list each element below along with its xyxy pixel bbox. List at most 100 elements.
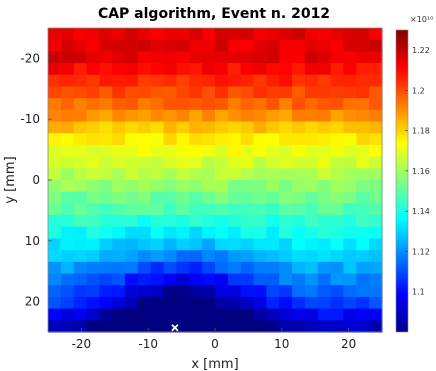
heatmap-cell — [240, 156, 255, 169]
heatmap-cell — [112, 168, 126, 181]
heatmap-cell — [176, 180, 190, 193]
heatmap-cell — [163, 133, 178, 146]
heatmap-cell — [279, 86, 293, 99]
heatmap-cell — [112, 86, 126, 99]
heatmap-cell — [125, 226, 139, 240]
heatmap-cell — [202, 109, 216, 123]
heatmap-cell — [292, 191, 306, 204]
heatmap-cell — [266, 285, 280, 298]
heatmap-cell — [163, 191, 178, 204]
heatmap-cell — [163, 308, 178, 321]
heatmap-cell — [279, 215, 293, 228]
heatmap-cell — [86, 250, 100, 263]
heatmap-cell — [253, 109, 267, 123]
heatmap-cell — [227, 121, 242, 134]
heatmap-cell — [253, 156, 267, 169]
heatmap-cell — [176, 144, 190, 158]
heatmap-cell — [48, 320, 62, 333]
heatmap-cell — [150, 168, 165, 181]
heatmap-cell — [279, 98, 293, 111]
heatmap-cell — [60, 180, 75, 193]
heatmap-cell — [266, 226, 280, 240]
heatmap-cell — [48, 215, 62, 228]
heatmap-cell — [343, 296, 357, 310]
heatmap-cell — [292, 63, 306, 76]
heatmap-cell — [189, 215, 203, 228]
heatmap-cell — [369, 308, 383, 321]
heatmap-cell — [48, 273, 62, 286]
heatmap-cell — [215, 320, 229, 333]
heatmap-cell — [163, 285, 178, 298]
heatmap-cell — [86, 180, 100, 193]
heatmap-cell — [369, 238, 383, 251]
heatmap-cell — [304, 51, 319, 64]
heatmap-cell — [48, 28, 62, 41]
heatmap-cell — [356, 320, 370, 333]
heatmap-cell — [240, 144, 255, 158]
heatmap-cell — [99, 144, 113, 158]
heatmap-cell — [202, 63, 216, 76]
heatmap-cell — [279, 133, 293, 146]
heatmap-cell — [86, 74, 100, 88]
heatmap-cell — [112, 285, 126, 298]
heatmap-cell — [150, 39, 165, 52]
heatmap-cell — [60, 296, 75, 310]
heatmap-cell — [202, 74, 216, 88]
heatmap-cell — [356, 238, 370, 251]
heatmap-cell — [202, 98, 216, 111]
heatmap-cell — [99, 250, 113, 263]
heatmap-cell — [137, 273, 152, 286]
heatmap-cell — [227, 133, 242, 146]
y-axis-ticks: -20 -10 0 10 20 — [20, 51, 52, 309]
heatmap-cell — [176, 250, 190, 263]
heatmap-cell — [240, 191, 255, 204]
heatmap-cell — [317, 28, 332, 41]
heatmap-cell — [60, 86, 75, 99]
heatmap-cell — [150, 296, 165, 310]
heatmap-cell — [99, 39, 113, 52]
heatmap-cell — [125, 308, 139, 321]
heatmap-cell — [266, 261, 280, 275]
heatmap-cell — [356, 168, 370, 181]
heatmap-cell — [266, 180, 280, 193]
heatmap-cell — [150, 180, 165, 193]
heatmap-cell — [356, 63, 370, 76]
heatmap-cell — [253, 180, 267, 193]
heatmap-cell — [343, 238, 357, 251]
heatmap-cell — [227, 51, 242, 64]
heatmap-cell — [227, 320, 242, 333]
heatmap-cell — [163, 98, 178, 111]
heatmap-cell — [150, 203, 165, 216]
heatmap-cell — [163, 86, 178, 99]
heatmap-cell — [99, 308, 113, 321]
heatmap-cell — [317, 238, 332, 251]
heatmap-cell — [317, 203, 332, 216]
heatmap-cell — [112, 226, 126, 240]
heatmap-cell — [227, 285, 242, 298]
heatmap-cell — [240, 74, 255, 88]
heatmap-cell — [99, 98, 113, 111]
heatmap-cell — [202, 320, 216, 333]
heatmap-cell — [48, 180, 62, 193]
heatmap-cell — [343, 63, 357, 76]
heatmap-cell — [292, 98, 306, 111]
heatmap-cell — [215, 250, 229, 263]
heatmap-cell — [73, 98, 88, 111]
colorbar-tick-label: 1.12 — [412, 247, 430, 256]
heatmap-cell — [112, 238, 126, 251]
heatmap-cell — [304, 308, 319, 321]
heatmap-cell — [304, 250, 319, 263]
heatmap-cell — [215, 191, 229, 204]
heatmap-cell — [215, 28, 229, 41]
heatmap-cell — [330, 156, 345, 169]
heatmap-cell — [73, 320, 88, 333]
heatmap-cell — [227, 168, 242, 181]
heatmap-cell — [266, 308, 280, 321]
heatmap-cell — [125, 261, 139, 275]
heatmap-cell — [189, 98, 203, 111]
heatmap-cell — [330, 285, 345, 298]
heatmap-cell — [73, 180, 88, 193]
heatmap-cell — [112, 203, 126, 216]
heatmap-cell — [99, 133, 113, 146]
heatmap-cell — [112, 296, 126, 310]
